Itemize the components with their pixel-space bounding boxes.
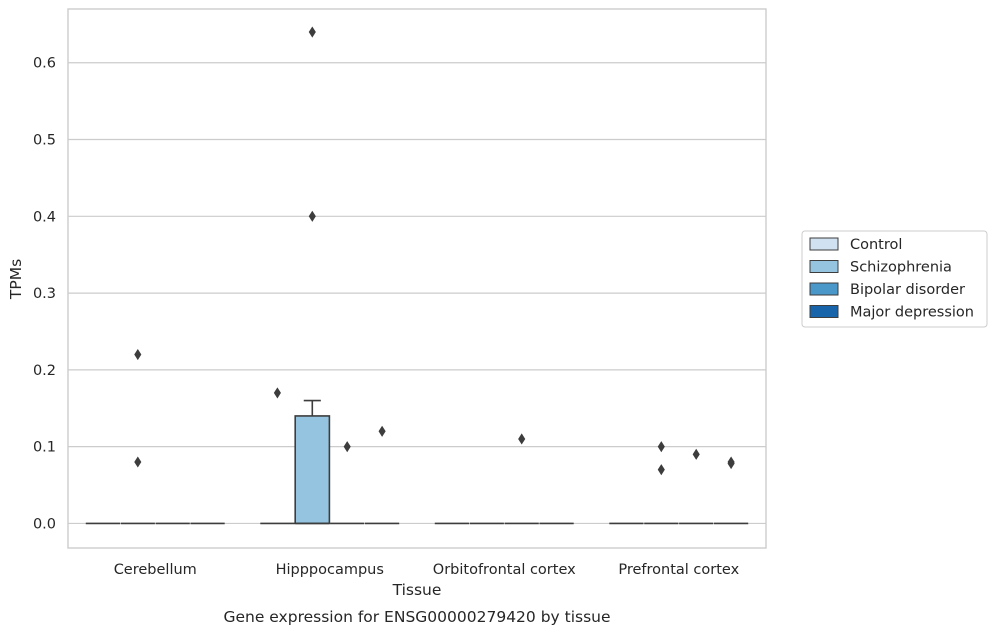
- x-axis-ticks: Cerebellum Hipppocampus Orbitofrontal cort…: [114, 562, 740, 578]
- outlier-point: [343, 441, 351, 453]
- legend-swatch: [809, 282, 839, 296]
- y-axis-title: TPMs: [7, 259, 25, 300]
- box-body: [294, 415, 331, 525]
- y-tick-label: 0.1: [33, 440, 56, 456]
- legend-frame: [801, 230, 988, 328]
- x-tick-label: Hipppocampus: [276, 562, 384, 578]
- outlier-point: [692, 448, 700, 460]
- legend: Control Schizophrenia Bipolar disorder Majo…: [801, 230, 988, 328]
- outlier-point: [657, 441, 665, 453]
- legend-label: Bipolar disorder: [850, 282, 965, 298]
- outlier-point: [308, 210, 316, 222]
- chart-caption: Gene expression for ENSG00000279420 by t…: [223, 608, 610, 626]
- outlier-point: [134, 348, 142, 361]
- legend-label: Major depression: [850, 305, 974, 321]
- plot-frame: [67, 8, 767, 549]
- y-tick-label: 0.4: [33, 209, 56, 225]
- box-schizophrenia: [294, 399, 331, 525]
- outlier-point: [518, 433, 526, 445]
- legend-label: Schizophrenia: [850, 260, 952, 276]
- grid-lines: [68, 62, 766, 525]
- legend-swatch: [809, 305, 839, 318]
- legend-swatch: [809, 260, 839, 273]
- outlier-point: [134, 456, 142, 468]
- outlier-point: [378, 425, 386, 437]
- y-axis-ticks: 0.0 0.1 0.2 0.3 0.4 0.5 0.6: [33, 56, 56, 533]
- x-tick-label: Orbitofrontal cortex: [433, 562, 576, 578]
- legend-label: Control: [850, 237, 902, 253]
- outlier-point: [727, 457, 735, 470]
- y-tick-label: 0.2: [33, 363, 56, 379]
- x-tick-label: Cerebellum: [114, 562, 197, 578]
- y-tick-label: 0.5: [33, 133, 56, 149]
- outlier-point: [308, 26, 316, 38]
- outliers: [134, 26, 735, 476]
- boxes: [85, 399, 749, 525]
- outlier-point: [657, 464, 665, 476]
- y-tick-label: 0.6: [33, 56, 56, 72]
- y-tick-label: 0.0: [33, 516, 56, 532]
- x-axis-title: Tissue: [392, 581, 442, 599]
- outlier-point: [273, 387, 281, 399]
- legend-swatch: [809, 237, 839, 251]
- y-tick-label: 0.3: [33, 286, 56, 302]
- x-tick-label: Prefrontal cortex: [618, 562, 739, 578]
